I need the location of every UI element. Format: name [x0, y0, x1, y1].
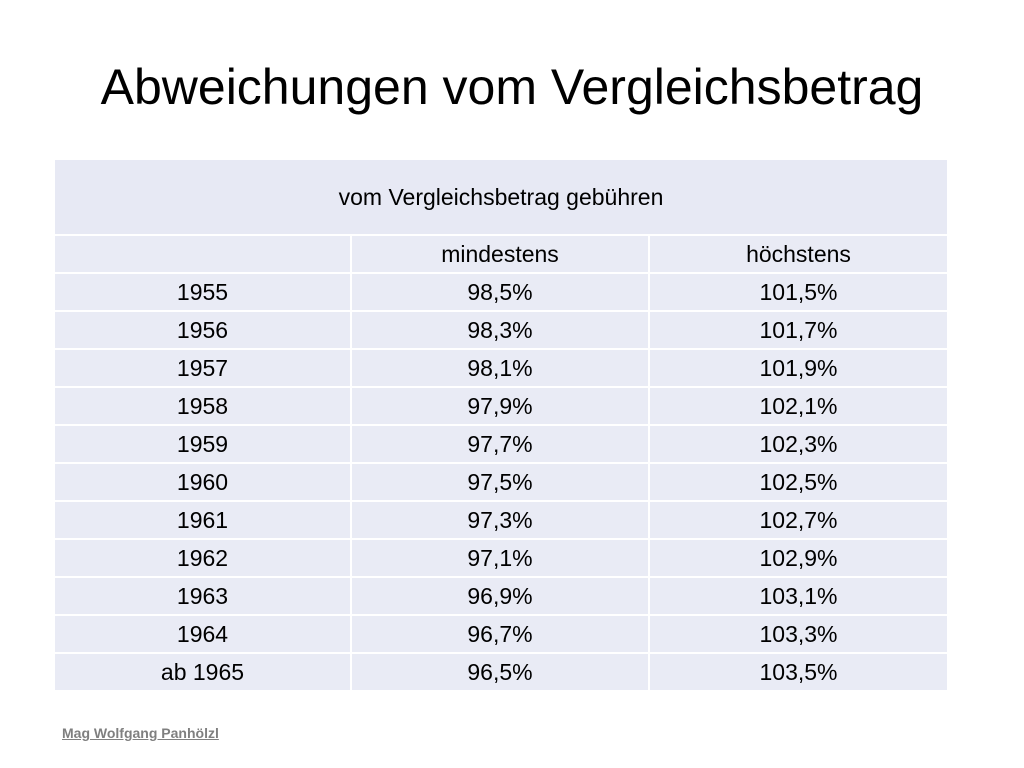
table-row: 1962 97,1% 102,9% — [53, 538, 949, 578]
table-row: 1956 98,3% 101,7% — [53, 310, 949, 350]
cell-hoechstens: 101,5% — [648, 272, 949, 312]
data-table: vom Vergleichsbetrag gebühren mindestens… — [53, 158, 949, 692]
cell-hoechstens: 102,7% — [648, 500, 949, 540]
slide-title: Abweichungen vom Vergleichsbetrag — [100, 59, 924, 115]
cell-mindestens: 97,9% — [350, 386, 650, 426]
table-row: 1957 98,1% 101,9% — [53, 348, 949, 388]
footer-author-link[interactable]: Mag Wolfgang Panhölzl — [62, 725, 219, 741]
cell-year: 1958 — [53, 386, 352, 426]
cell-mindestens: 96,9% — [350, 576, 650, 616]
cell-mindestens: 98,3% — [350, 310, 650, 350]
table-group-header-row: vom Vergleichsbetrag gebühren — [53, 158, 949, 236]
cell-hoechstens: 102,9% — [648, 538, 949, 578]
cell-hoechstens: 101,9% — [648, 348, 949, 388]
cell-hoechstens: 103,1% — [648, 576, 949, 616]
column-header-year — [53, 234, 352, 274]
table-row: 1960 97,5% 102,5% — [53, 462, 949, 502]
cell-year: 1957 — [53, 348, 352, 388]
cell-mindestens: 98,1% — [350, 348, 650, 388]
cell-hoechstens: 101,7% — [648, 310, 949, 350]
cell-year: 1961 — [53, 500, 352, 540]
cell-hoechstens: 103,5% — [648, 652, 949, 692]
cell-year: 1962 — [53, 538, 352, 578]
column-header-mindestens: mindestens — [350, 234, 650, 274]
cell-year: 1963 — [53, 576, 352, 616]
cell-hoechstens: 102,5% — [648, 462, 949, 502]
cell-year: 1964 — [53, 614, 352, 654]
table-row: 1963 96,9% 103,1% — [53, 576, 949, 616]
table-row: ab 1965 96,5% 103,5% — [53, 652, 949, 692]
table-row: 1961 97,3% 102,7% — [53, 500, 949, 540]
cell-mindestens: 96,5% — [350, 652, 650, 692]
table-row: 1958 97,9% 102,1% — [53, 386, 949, 426]
cell-mindestens: 97,1% — [350, 538, 650, 578]
cell-mindestens: 97,5% — [350, 462, 650, 502]
table-row: 1959 97,7% 102,3% — [53, 424, 949, 464]
cell-year: 1955 — [53, 272, 352, 312]
cell-year: 1956 — [53, 310, 352, 350]
table-row: 1964 96,7% 103,3% — [53, 614, 949, 654]
cell-year: 1960 — [53, 462, 352, 502]
table-row: 1955 98,5% 101,5% — [53, 272, 949, 312]
cell-mindestens: 96,7% — [350, 614, 650, 654]
cell-hoechstens: 102,1% — [648, 386, 949, 426]
cell-hoechstens: 103,3% — [648, 614, 949, 654]
table-column-header-row: mindestens höchstens — [53, 234, 949, 274]
group-header-cell: vom Vergleichsbetrag gebühren — [53, 158, 949, 236]
column-header-hoechstens: höchstens — [648, 234, 949, 274]
cell-mindestens: 97,3% — [350, 500, 650, 540]
cell-hoechstens: 102,3% — [648, 424, 949, 464]
cell-year: 1959 — [53, 424, 352, 464]
cell-mindestens: 98,5% — [350, 272, 650, 312]
cell-mindestens: 97,7% — [350, 424, 650, 464]
cell-year: ab 1965 — [53, 652, 352, 692]
